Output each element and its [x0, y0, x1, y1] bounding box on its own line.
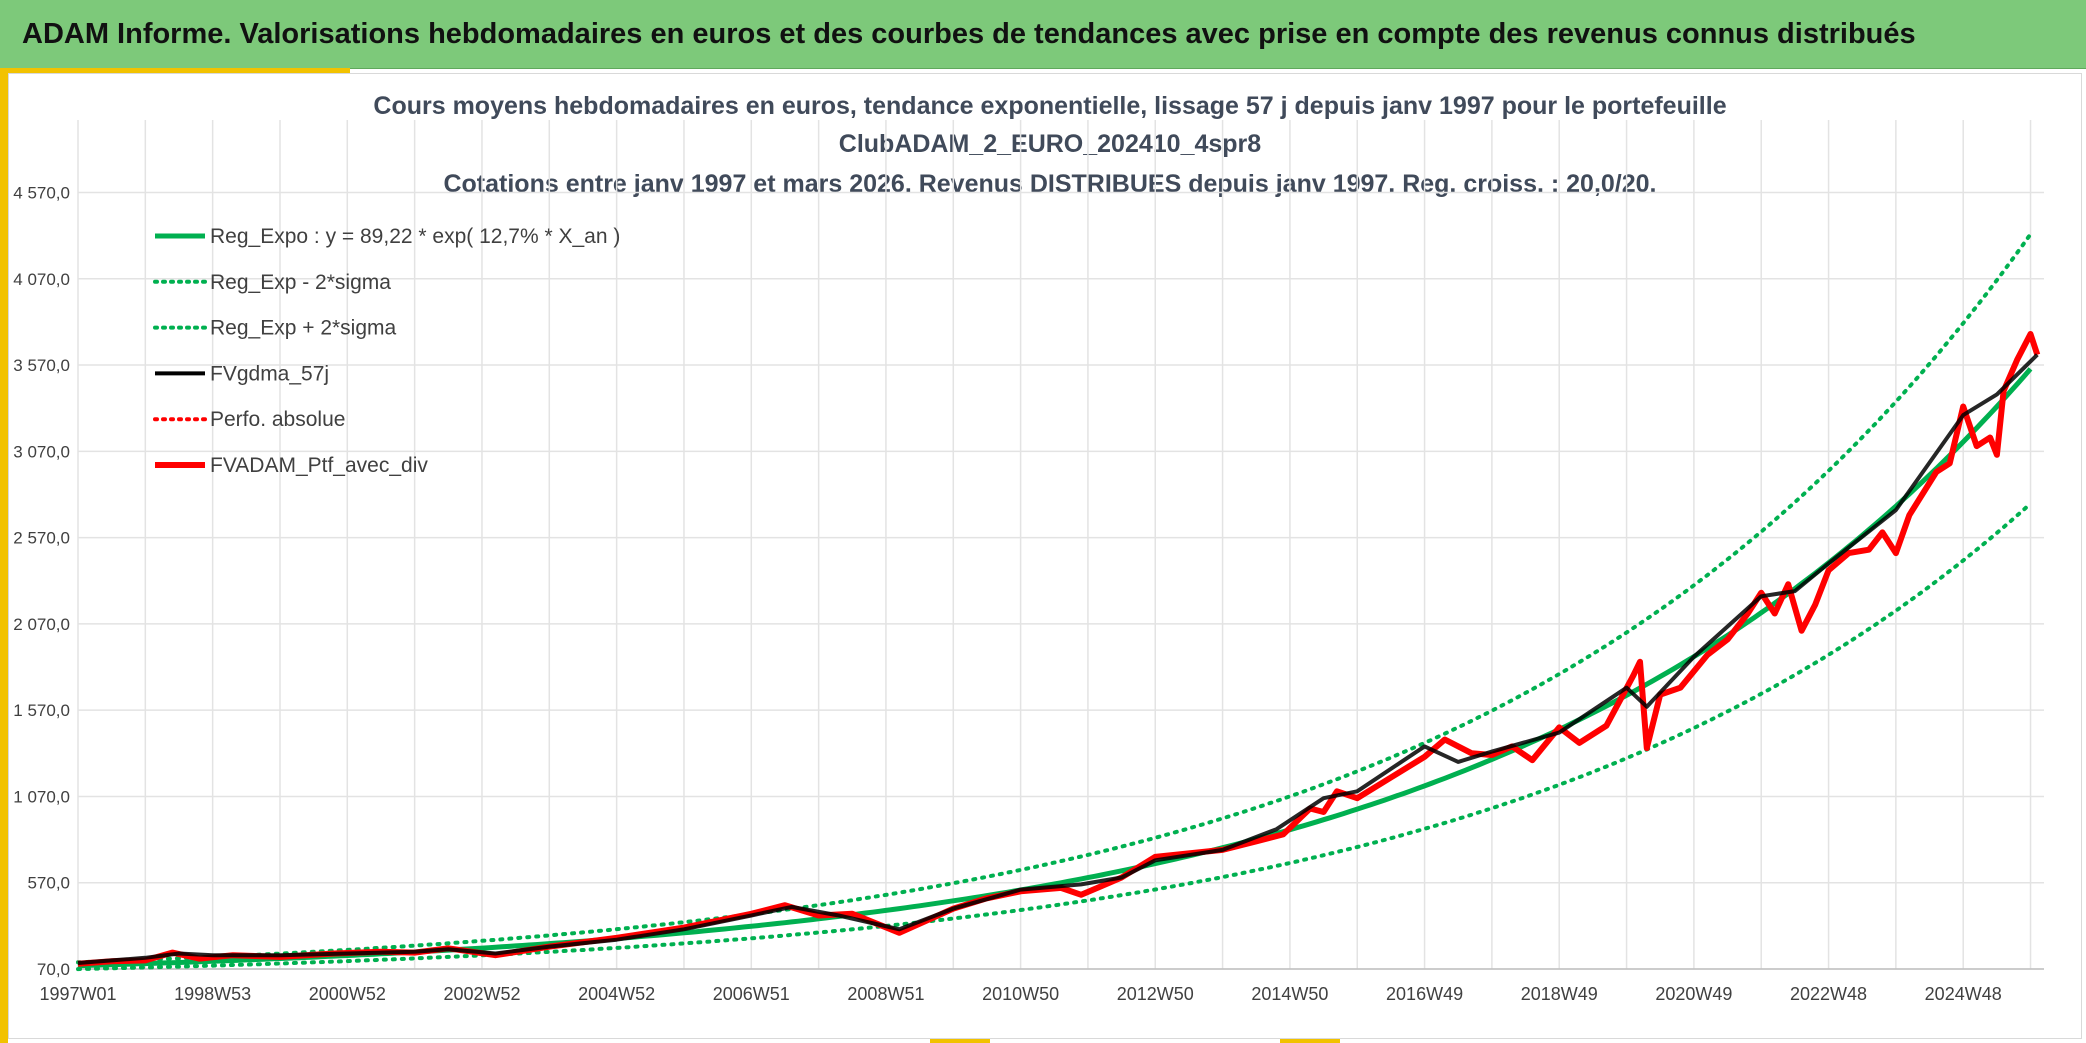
series-reg-plus-2sigma	[76, 232, 2033, 965]
accent-mark-bottom	[1280, 1039, 1340, 1043]
legend-label: Reg_Exp - 2*sigma	[210, 271, 391, 294]
chart-title-line-2: ClubADAM_2_EURO_202410_4spr8	[838, 130, 1262, 158]
y-tick-label: 1 570,0	[13, 701, 70, 720]
y-tick-label: 3 070,0	[13, 442, 70, 461]
x-tick-label: 2012W50	[1117, 984, 1194, 1004]
x-tick-label: 2010W50	[982, 984, 1059, 1004]
series-reg-minus-2sigma	[76, 501, 2033, 972]
legend-label: Reg_Expo : y = 89,22 * exp( 12,7% * X_an…	[210, 225, 620, 248]
legend: Reg_Expo : y = 89,22 * exp( 12,7% * X_an…	[153, 225, 620, 477]
x-tick-label: 2000W52	[309, 984, 386, 1004]
legend-label: Reg_Exp + 2*sigma	[210, 317, 397, 340]
legend-label: FVgdma_57j	[210, 362, 329, 385]
chart-title-line-3: Cotations entre janv 1997 et mars 2026. …	[443, 170, 1657, 198]
y-tick-label: 570,0	[27, 874, 70, 893]
x-tick-label: 2018W49	[1521, 984, 1598, 1004]
chart-title-line-1: Cours moyens hebdomadaires en euros, ten…	[373, 92, 1727, 120]
accent-mark-bottom	[930, 1039, 990, 1043]
accent-bar-left	[0, 68, 8, 1043]
x-tick-label: 2016W49	[1386, 984, 1463, 1004]
header-banner: ADAM Informe. Valorisations hebdomadaire…	[0, 0, 2086, 69]
x-tick-label: 2006W51	[713, 984, 790, 1004]
x-tick-label: 2020W49	[1655, 984, 1732, 1004]
y-tick-label: 3 570,0	[13, 356, 70, 375]
series-fvadam-ptf-avec-div	[77, 331, 2041, 967]
accent-bar-top	[0, 68, 350, 73]
x-tick-label: 2014W50	[1251, 984, 1328, 1004]
chart-frame	[8, 73, 2082, 1039]
x-tick-label: 1998W53	[174, 984, 251, 1004]
y-tick-label: 2 070,0	[13, 615, 70, 634]
y-tick-label: 1 070,0	[13, 787, 70, 806]
x-tick-label: 2022W48	[1790, 984, 1867, 1004]
x-tick-label: 2004W52	[578, 984, 655, 1004]
series-fvgdma-57j	[77, 353, 2039, 965]
x-tick-label: 1997W01	[39, 984, 116, 1004]
legend-label: Perfo. absolue	[210, 408, 345, 431]
x-tick-label: 2024W48	[1925, 984, 2002, 1004]
legend-label: FVADAM_Ptf_avec_div	[210, 454, 428, 477]
page-title: ADAM Informe. Valorisations hebdomadaire…	[22, 18, 1916, 50]
x-tick-label: 2008W51	[847, 984, 924, 1004]
y-tick-label: 2 570,0	[13, 529, 70, 548]
y-tick-label: 70,0	[37, 960, 70, 979]
y-tick-label: 4 570,0	[13, 183, 70, 202]
x-tick-label: 2002W52	[443, 984, 520, 1004]
y-tick-label: 4 070,0	[13, 270, 70, 289]
